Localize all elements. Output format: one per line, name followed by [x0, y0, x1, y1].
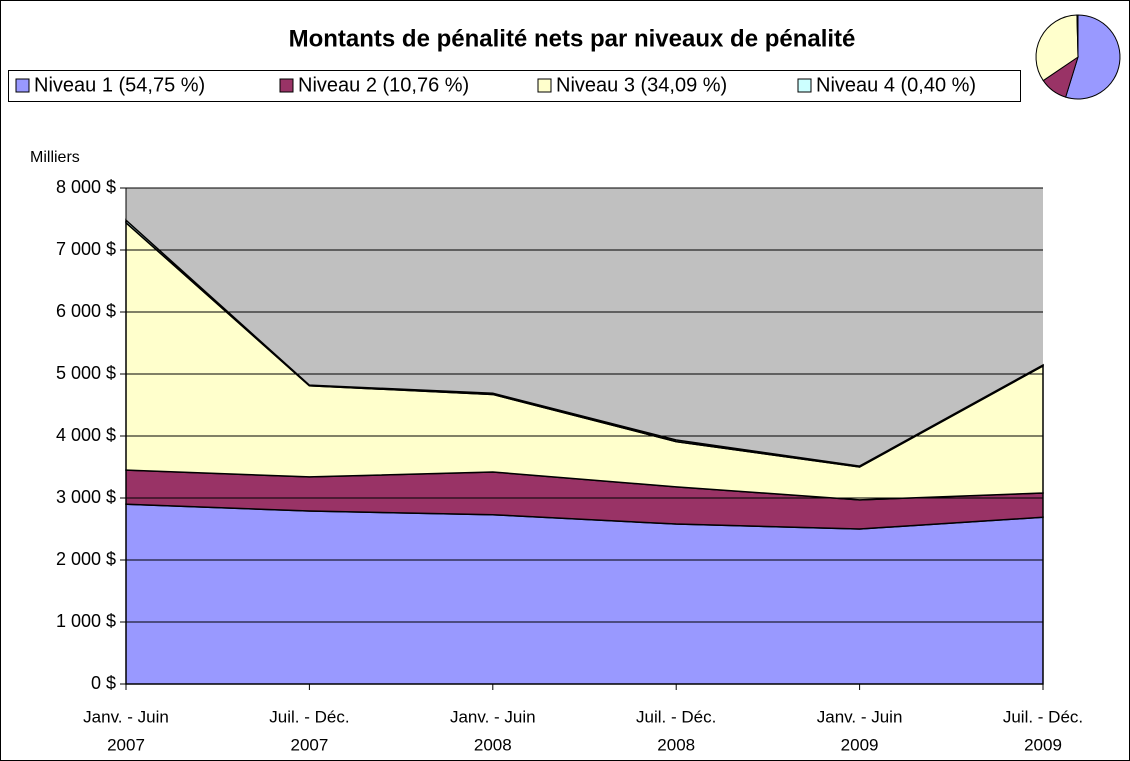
pie-slice	[1076, 14, 1079, 58]
x-tick-label: 2007	[107, 735, 145, 754]
x-tick-label: 2008	[657, 735, 695, 754]
legend-swatch	[537, 78, 552, 93]
pie-slice	[1065, 14, 1121, 100]
legend-swatch	[15, 78, 30, 93]
legend-label: Niveau 2 (10,76 %)	[298, 74, 469, 96]
y-tick-label: 7 000 $	[56, 239, 116, 259]
y-tick-label: 2 000 $	[56, 549, 116, 569]
x-tick-label: Juil. - Déc.	[636, 707, 716, 726]
x-tick-label: 2008	[474, 735, 512, 754]
x-tick-label: Janv. - Juin	[817, 707, 903, 726]
y-tick-label: 5 000 $	[56, 363, 116, 383]
x-tick-label: Janv. - Juin	[450, 707, 536, 726]
y-tick-label: 6 000 $	[56, 301, 116, 321]
pie-slice	[1035, 14, 1079, 82]
x-tick-label: Janv. - Juin	[83, 707, 169, 726]
legend-label: Niveau 4 (0,40 %)	[816, 74, 976, 96]
x-tick-label: Juil. - Déc.	[269, 707, 349, 726]
legend-box	[8, 70, 1021, 102]
y-axis-label: Milliers	[30, 149, 80, 166]
y-tick-label: 8 000 $	[56, 177, 116, 197]
y-tick-label: 1 000 $	[56, 611, 116, 631]
chart-title: Montants de pénalité nets par niveaux de…	[289, 25, 856, 52]
legend-label: Niveau 3 (34,09 %)	[556, 74, 727, 96]
x-tick-label: 2007	[290, 735, 328, 754]
legend-swatch	[279, 78, 294, 93]
x-tick-label: 2009	[1024, 735, 1062, 754]
legend-label: Niveau 1 (54,75 %)	[34, 74, 205, 96]
y-tick-label: 4 000 $	[56, 425, 116, 445]
area	[125, 503, 1044, 685]
legend-swatch	[797, 78, 812, 93]
area	[125, 218, 1044, 468]
x-tick-label: 2009	[841, 735, 879, 754]
x-tick-label: Juil. - Déc.	[1003, 707, 1083, 726]
y-tick-label: 0 $	[91, 673, 116, 693]
y-tick-label: 3 000 $	[56, 487, 116, 507]
